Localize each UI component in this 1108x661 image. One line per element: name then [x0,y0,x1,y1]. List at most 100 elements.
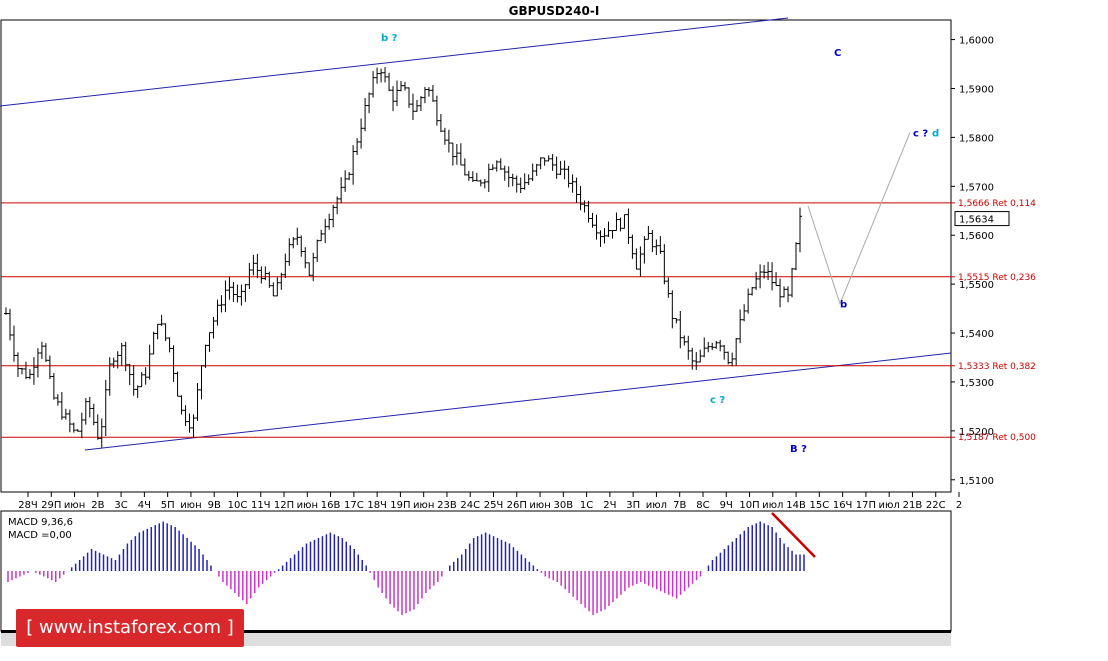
price-bar [666,277,671,298]
time-tick-label: 25Ч [484,500,504,511]
price-bar [319,229,324,242]
price-bar [518,177,523,194]
price-bar [71,422,76,433]
price-bar [678,310,683,349]
wave-label: c ? [710,395,725,406]
price-bar [387,72,392,92]
time-tick-label: 30В [554,500,574,511]
price-bar [570,174,575,193]
price-tick-label: 1,5100 [959,476,994,487]
time-tick-label: 3П [626,500,640,511]
price-bar [355,138,360,155]
price-bar [47,355,52,380]
wave-label: b ? [381,33,398,44]
price-bar [211,316,216,339]
price-bar [414,99,419,112]
price-bar [690,347,695,370]
price-bar [263,266,268,281]
time-tick-label: 16В [321,500,341,511]
current-price-box [954,211,1010,227]
price-bar [598,230,603,247]
price-bar [710,342,715,350]
price-bar [714,341,719,349]
price-bar [422,86,427,104]
price-bar [303,247,308,269]
price-bar [99,418,104,448]
price-bar [522,173,527,190]
price-bar [351,145,356,185]
time-tick-label: 17П [856,500,876,511]
price-bar [610,229,615,239]
time-tick-label: июл [879,500,900,511]
price-bar [742,304,747,322]
price-bar [391,86,396,112]
price-bar [143,367,148,385]
price-bar [275,277,280,297]
price-bar [438,113,443,133]
price-bar [514,175,519,193]
current-price-label: 1,5634 [959,215,994,226]
price-tick-label: 1,5900 [959,84,994,95]
price-bar [327,213,332,230]
time-tick-label: 15С [809,500,829,511]
time-tick-label: июн [529,500,550,511]
price-bar [67,409,72,433]
price-bar [139,371,144,388]
price-bar [243,283,248,302]
fib-level-label: 1,5666 Ret 0,114 [958,199,1036,209]
time-tick-label: 8С [696,500,709,511]
price-bar [734,337,739,366]
price-bar [754,271,759,290]
price-bar [11,325,16,362]
price-bar [774,272,779,287]
price-bar [287,238,292,266]
price-bar [27,369,32,380]
price-bar [231,281,236,303]
time-tick-label: 9В [208,500,221,511]
price-bar [430,85,435,102]
macd-value-label: MACD =0,00 [8,530,72,541]
projection-path [807,132,911,306]
price-bar [722,344,727,360]
price-bar [55,394,60,406]
price-bar [798,207,802,253]
price-bar [311,252,316,282]
price-bar [123,341,128,372]
time-tick-label: 2 [956,500,962,511]
price-bar [23,361,28,380]
price-bar [762,264,767,279]
price-bar [103,379,108,436]
price-bar [586,200,591,223]
time-tick-label: 21В [903,500,923,511]
price-bar [626,208,631,244]
price-bar [191,414,196,438]
price-bar [227,276,232,300]
price-bar [235,284,240,303]
price-bar [502,165,507,181]
price-bar [490,164,495,171]
price-bar [546,155,551,162]
price-bar [602,228,607,244]
price-bar [383,67,388,83]
price-bar [223,280,228,313]
price-bar [558,160,563,176]
time-tick-label: 23В [437,500,457,511]
price-bar [498,158,503,171]
price-bar [199,365,204,400]
price-bar [343,170,348,192]
price-bar [562,160,567,180]
price-bar [35,348,40,378]
time-tick-label: июн [180,500,201,511]
price-bar [375,67,380,84]
time-tick-label: 14В [786,500,806,511]
time-tick-label: 16Ч [833,500,853,511]
price-bar [766,261,771,281]
price-bar [203,344,208,368]
price-bar [179,395,184,415]
price-bar [251,254,256,276]
price-bar [379,68,384,83]
price-bar [399,80,404,92]
channel-upper-line [0,17,789,107]
time-tick-label: 2В [91,500,104,511]
